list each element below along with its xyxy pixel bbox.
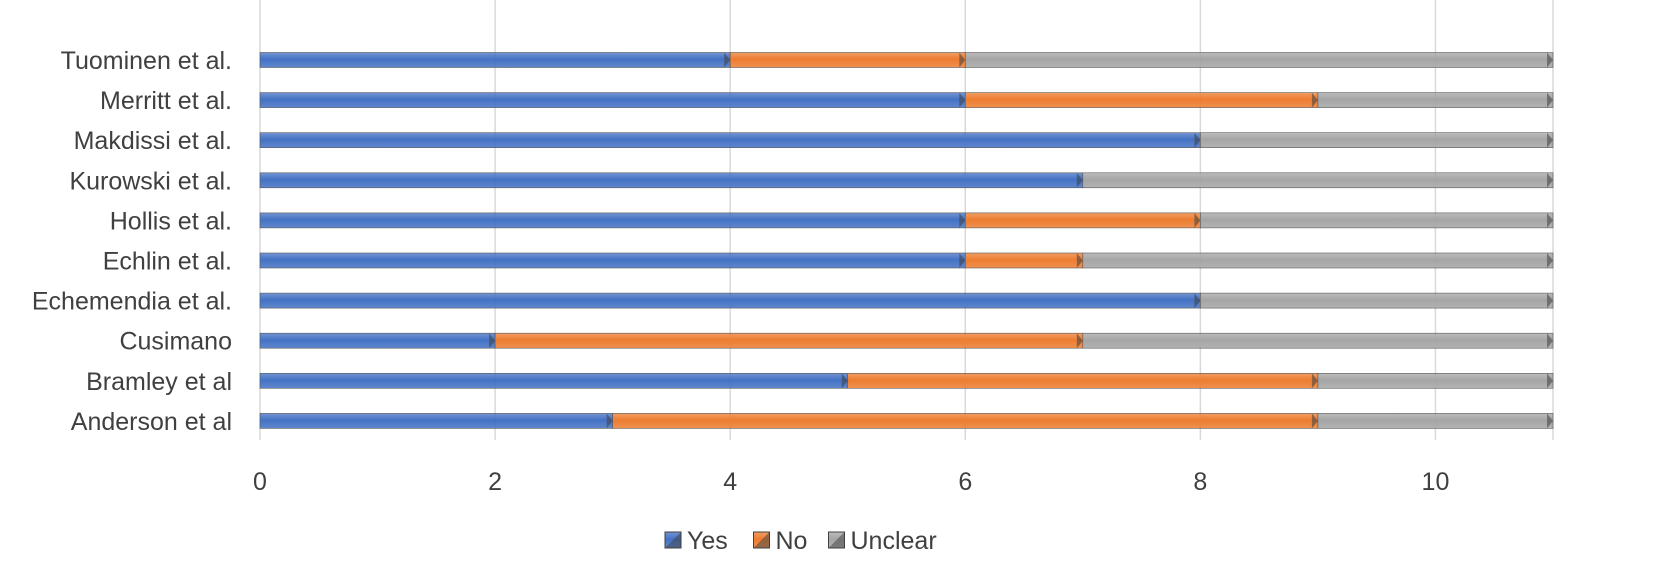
bar-unclear-5 bbox=[1082, 252, 1554, 269]
category-label: Echemendia et al. bbox=[32, 288, 232, 316]
bar-yes-7 bbox=[259, 332, 496, 349]
category-label: Tuominen et al. bbox=[61, 47, 232, 75]
bar-yes-2 bbox=[259, 132, 1201, 148]
category-label: Anderson et al bbox=[71, 408, 232, 436]
bar-yes-6 bbox=[259, 292, 1201, 309]
x-tick-label: 6 bbox=[958, 468, 972, 496]
bar-tip-yes-5 bbox=[959, 253, 966, 268]
bar-unclear-2 bbox=[1200, 132, 1554, 148]
bar-unclear-8 bbox=[1317, 372, 1554, 389]
bar-tip-unclear-3 bbox=[1547, 172, 1553, 188]
category-labels: Tuominen et al. Merritt et al. Makdissi et… bbox=[32, 47, 232, 436]
bar-tip-yes-0 bbox=[724, 52, 731, 68]
bar-unclear-4 bbox=[1200, 212, 1554, 229]
category-label: Makdissi et al. bbox=[74, 127, 232, 155]
bar-no-7 bbox=[494, 332, 1084, 349]
bar-tip-yes-7 bbox=[489, 333, 496, 349]
x-tick-label: 4 bbox=[723, 468, 737, 496]
bar-tip-yes-4 bbox=[959, 212, 966, 228]
bar-tip-unclear-1 bbox=[1547, 92, 1553, 108]
bar-tip-unclear-9 bbox=[1547, 413, 1553, 429]
bar-tip-yes-9 bbox=[606, 413, 613, 429]
bar-tip-no-1 bbox=[1311, 92, 1318, 108]
bar-tip-unclear-6 bbox=[1547, 293, 1553, 309]
legend-label-no: No bbox=[776, 527, 808, 555]
bar-tip-yes-1 bbox=[959, 92, 966, 108]
bar-tip-yes-3 bbox=[1076, 172, 1083, 188]
category-label: Hollis et al. bbox=[110, 207, 232, 235]
bar-unclear-9 bbox=[1317, 413, 1554, 429]
bar-no-5 bbox=[964, 252, 1084, 269]
bar-tip-yes-8 bbox=[841, 373, 848, 389]
bar-yes-1 bbox=[259, 92, 966, 108]
bar-yes-5 bbox=[259, 252, 966, 269]
x-tick-label: 0 bbox=[253, 468, 267, 496]
bar-yes-8 bbox=[259, 372, 849, 389]
bar-tip-unclear-8 bbox=[1547, 373, 1553, 389]
x-tick-label: 8 bbox=[1193, 468, 1207, 496]
x-tick-label: 10 bbox=[1422, 468, 1450, 496]
bar-yes-0 bbox=[259, 52, 731, 68]
bar-no-8 bbox=[847, 372, 1319, 389]
bar-tip-unclear-7 bbox=[1547, 333, 1553, 349]
bar-no-9 bbox=[612, 413, 1319, 429]
legend-swatch-shade bbox=[753, 532, 770, 548]
bar-no-0 bbox=[729, 52, 966, 68]
legend: Yes No Unclear bbox=[664, 527, 937, 555]
bars bbox=[259, 52, 1554, 429]
bar-unclear-1 bbox=[1317, 92, 1554, 108]
bar-tip-no-7 bbox=[1076, 333, 1083, 349]
legend-swatch-shade bbox=[665, 532, 681, 548]
category-label: Bramley et al bbox=[86, 368, 232, 396]
bar-tip-no-9 bbox=[1311, 413, 1318, 429]
bar-unclear-7 bbox=[1082, 332, 1554, 349]
bar-tip-no-5 bbox=[1076, 253, 1083, 268]
legend-label-yes: Yes bbox=[687, 527, 728, 555]
bar-tip-no-0 bbox=[959, 52, 966, 68]
x-tick-labels: 0 2 4 6 8 10 bbox=[253, 468, 1449, 496]
bar-tip-no-8 bbox=[1311, 373, 1318, 389]
category-label: Cusimano bbox=[119, 328, 232, 356]
bar-tip-unclear-5 bbox=[1547, 253, 1553, 268]
bar-no-4 bbox=[964, 212, 1201, 229]
bar-yes-9 bbox=[259, 413, 613, 429]
legend-swatch-shade bbox=[828, 532, 845, 548]
category-label: Merritt et al. bbox=[100, 87, 232, 115]
bar-no-1 bbox=[964, 92, 1319, 108]
bar-unclear-0 bbox=[964, 52, 1554, 68]
bar-tip-unclear-2 bbox=[1547, 132, 1553, 148]
category-label: Echlin et al. bbox=[103, 248, 232, 276]
bar-yes-3 bbox=[259, 172, 1084, 189]
bar-yes-4 bbox=[259, 212, 966, 229]
bar-unclear-6 bbox=[1200, 292, 1554, 309]
bar-tip-no-4 bbox=[1194, 212, 1201, 228]
bar-tip-unclear-0 bbox=[1547, 52, 1553, 68]
category-label: Kurowski et al. bbox=[69, 167, 232, 195]
bar-tip-yes-6 bbox=[1194, 293, 1201, 309]
bar-tip-unclear-4 bbox=[1547, 212, 1553, 228]
bar-unclear-3 bbox=[1082, 172, 1554, 189]
bar-tip-yes-2 bbox=[1194, 132, 1201, 148]
x-tick-label: 2 bbox=[488, 468, 502, 496]
legend-label-unclear: Unclear bbox=[851, 527, 937, 555]
